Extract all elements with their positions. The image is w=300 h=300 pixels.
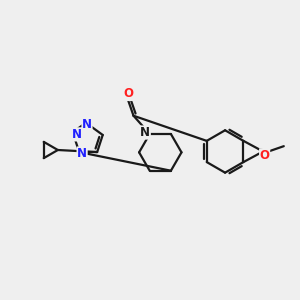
Text: N: N [72, 128, 82, 141]
Text: N: N [82, 118, 92, 131]
Text: N: N [77, 147, 87, 160]
Text: O: O [260, 149, 270, 162]
Text: N: N [140, 126, 150, 139]
Text: O: O [123, 88, 133, 100]
